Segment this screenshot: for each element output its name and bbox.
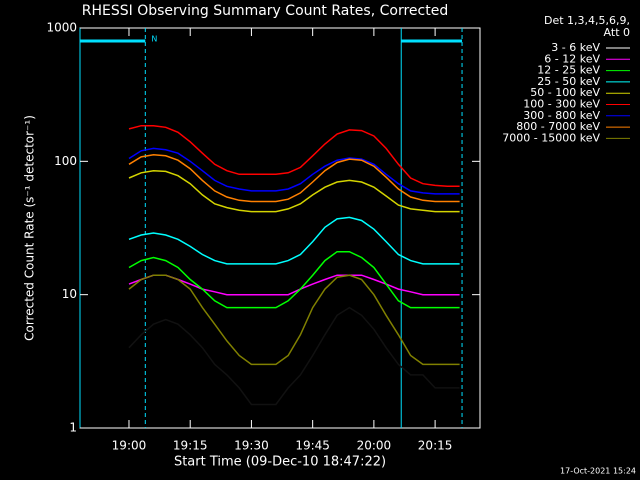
legend-label: 300 - 800 keV	[523, 109, 600, 122]
y-axis-label: Corrected Count Rate (s⁻¹ detector⁻¹)	[23, 115, 37, 341]
series-line	[128, 169, 460, 213]
series-line	[128, 274, 460, 366]
interval-label: N	[151, 35, 157, 44]
legend-label: 12 - 25 keV	[537, 64, 600, 77]
timestamp: 17-Oct-2021 15:24	[560, 467, 636, 476]
y-tick-label: 10	[62, 287, 77, 301]
series-line	[128, 124, 460, 188]
x-tick-label: 20:00	[357, 439, 392, 453]
x-tick-label: 19:00	[112, 439, 147, 453]
x-tick-label: 19:45	[295, 439, 330, 453]
y-tick-label: 100	[54, 154, 77, 168]
series-line	[128, 216, 460, 265]
legend-label: 3 - 6 keV	[551, 41, 600, 54]
chart-title: RHESSI Observing Summary Count Rates, Co…	[82, 3, 448, 19]
x-tick-label: 20:15	[418, 439, 453, 453]
legend-title: Det 1,3,4,5,6,9,	[544, 14, 630, 27]
y-tick-label: 1000	[46, 21, 77, 35]
x-axis-label: Start Time (09-Dec-10 18:47:22)	[174, 455, 386, 470]
x-tick-label: 19:30	[234, 439, 269, 453]
series-line	[128, 147, 460, 195]
legend-label: 6 - 12 keV	[544, 52, 600, 65]
legend-label: 100 - 300 keV	[523, 98, 600, 111]
x-tick-label: 19:15	[173, 439, 208, 453]
y-tick-label: 1	[69, 421, 77, 435]
legend-label: 7000 - 15000 keV	[502, 131, 600, 144]
legend-label: 800 - 7000 keV	[516, 120, 600, 133]
legend-label: 25 - 50 keV	[537, 75, 600, 88]
series-line	[128, 250, 460, 309]
legend-label: 50 - 100 keV	[530, 86, 600, 99]
series-line	[128, 274, 460, 296]
series-line	[128, 306, 460, 406]
series-line	[128, 154, 460, 203]
legend-title: Att 0	[604, 26, 630, 39]
